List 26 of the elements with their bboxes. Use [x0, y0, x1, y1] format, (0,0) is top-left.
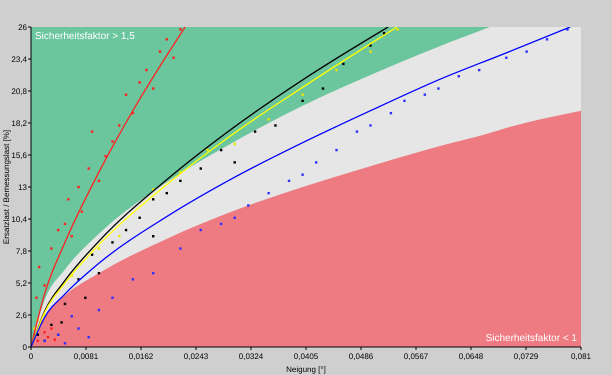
x-tick-label: 0,0243 [184, 352, 209, 361]
y-tick-label: 5,2 [16, 279, 28, 288]
y-tick-label: 0 [22, 343, 28, 352]
x-tick-label: 0,0324 [238, 352, 264, 361]
x-tick-label: 0,0648 [458, 352, 484, 361]
y-tick-label: 20,8 [11, 87, 28, 96]
x-tick-label: 0,0405 [294, 352, 319, 361]
x-tick-label: 0 [28, 352, 34, 361]
y-tick-label: 10,4 [11, 215, 28, 224]
x-tick-label: 0,0729 [514, 352, 539, 361]
x-tick-label: 0,0567 [404, 352, 429, 361]
y-tick-label: 2,6 [16, 311, 28, 320]
y-tick-label: 18,2 [11, 119, 28, 128]
series-label: Sicherheitsfaktor < 1 [486, 333, 578, 344]
x-tick-label: 0,0162 [128, 352, 154, 361]
y-tick-label: 13 [18, 183, 28, 192]
x-axis-title: Neigung [°] [286, 365, 326, 374]
y-tick-label: 26 [18, 23, 28, 32]
y-tick-label: 23,4 [11, 55, 28, 64]
y-tick-label: 15,6 [11, 151, 28, 160]
y-axis-title: Ersatzlast / Bemessungslast [%] [2, 130, 11, 244]
y-tick-label: 7,8 [16, 247, 28, 256]
x-tick-label: 0,0081 [74, 352, 99, 361]
x-tick-label: 0,081 [570, 352, 592, 361]
series-label: Sicherheitsfaktor > 1,5 [35, 31, 136, 42]
x-tick-label: 0,0486 [348, 352, 374, 361]
